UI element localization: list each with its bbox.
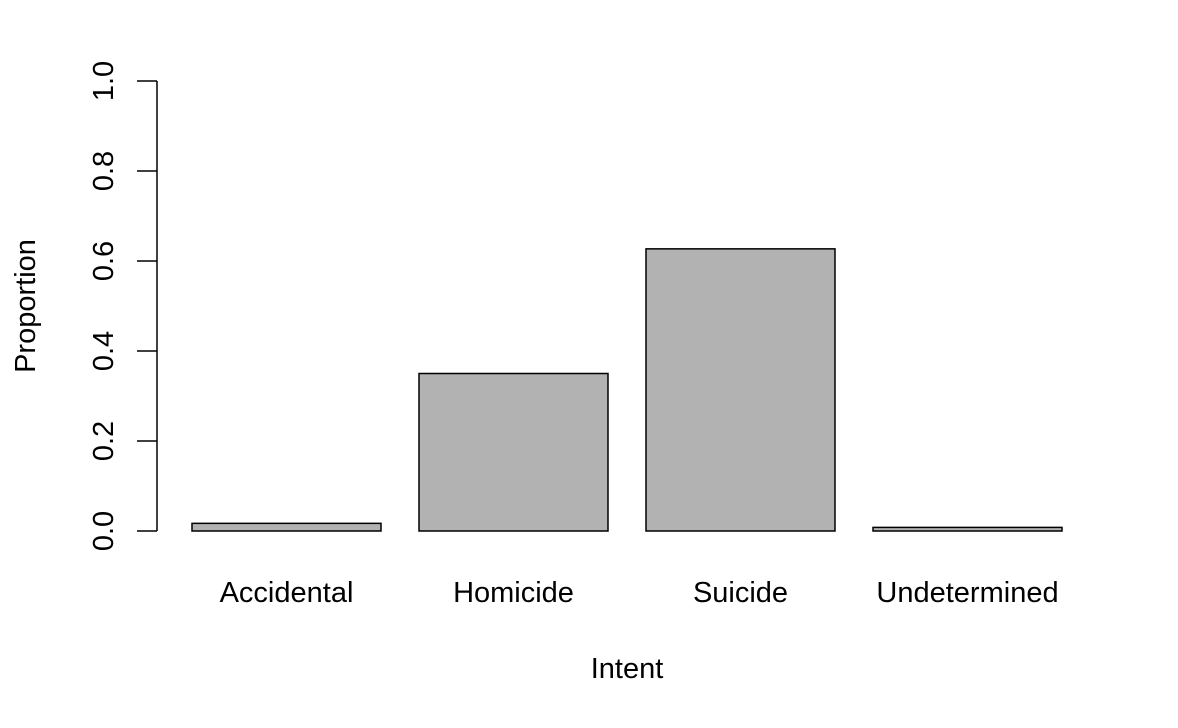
y-tick-label: 0.6 xyxy=(88,241,120,281)
x-tick-label: Undetermined xyxy=(876,577,1058,609)
y-tick-label: 0.2 xyxy=(88,421,120,461)
y-tick-label: 0.0 xyxy=(88,511,120,551)
bar-homicide xyxy=(418,372,609,532)
x-tick-labels: Accidental Homicide Suicide Undetermined xyxy=(220,577,1059,609)
bar-accidental xyxy=(191,522,382,532)
y-tick-label: 0.4 xyxy=(88,331,120,371)
y-axis: 0.0 0.2 0.4 0.6 0.8 1.0 xyxy=(88,61,158,551)
bar-undetermined xyxy=(872,526,1063,532)
x-tick-label: Homicide xyxy=(453,577,574,609)
bar-suicide xyxy=(645,248,836,532)
y-axis-label: Proportion xyxy=(10,239,42,373)
x-axis-label: Intent xyxy=(591,653,664,685)
y-tick-label: 1.0 xyxy=(88,61,120,101)
y-tick-label: 0.8 xyxy=(88,151,120,191)
bars-group xyxy=(191,248,1063,532)
x-tick-label: Accidental xyxy=(220,577,354,609)
x-tick-label: Suicide xyxy=(693,577,788,609)
